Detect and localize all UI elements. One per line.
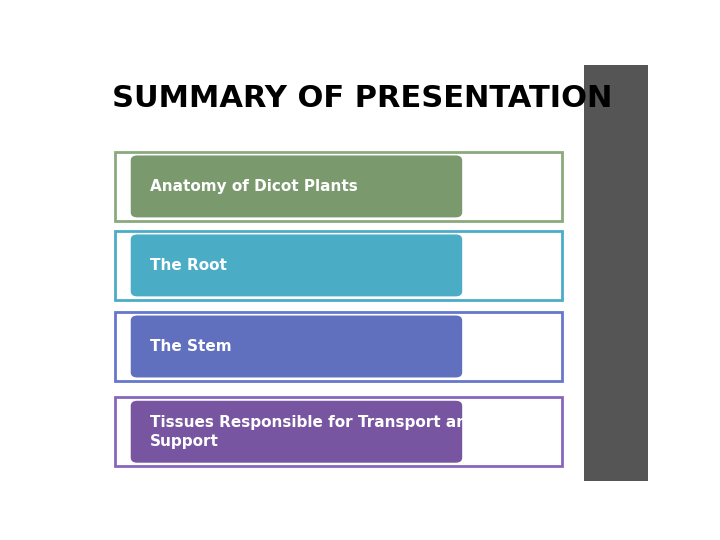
FancyBboxPatch shape [131,234,462,296]
Bar [115,231,562,300]
Bar [115,312,562,381]
Bar [115,397,562,466]
Text: The Stem: The Stem [150,339,231,354]
FancyBboxPatch shape [131,401,462,463]
FancyBboxPatch shape [131,156,462,218]
FancyBboxPatch shape [131,315,462,377]
Text: Anatomy of Dicot Plants: Anatomy of Dicot Plants [150,179,357,194]
Bar [115,152,562,221]
Bar [584,65,648,481]
Text: SUMMARY OF PRESENTATION: SUMMARY OF PRESENTATION [112,84,613,112]
Text: The Root: The Root [150,258,227,273]
Text: Tissues Responsible for Transport and
Support: Tissues Responsible for Transport and Su… [150,415,477,449]
